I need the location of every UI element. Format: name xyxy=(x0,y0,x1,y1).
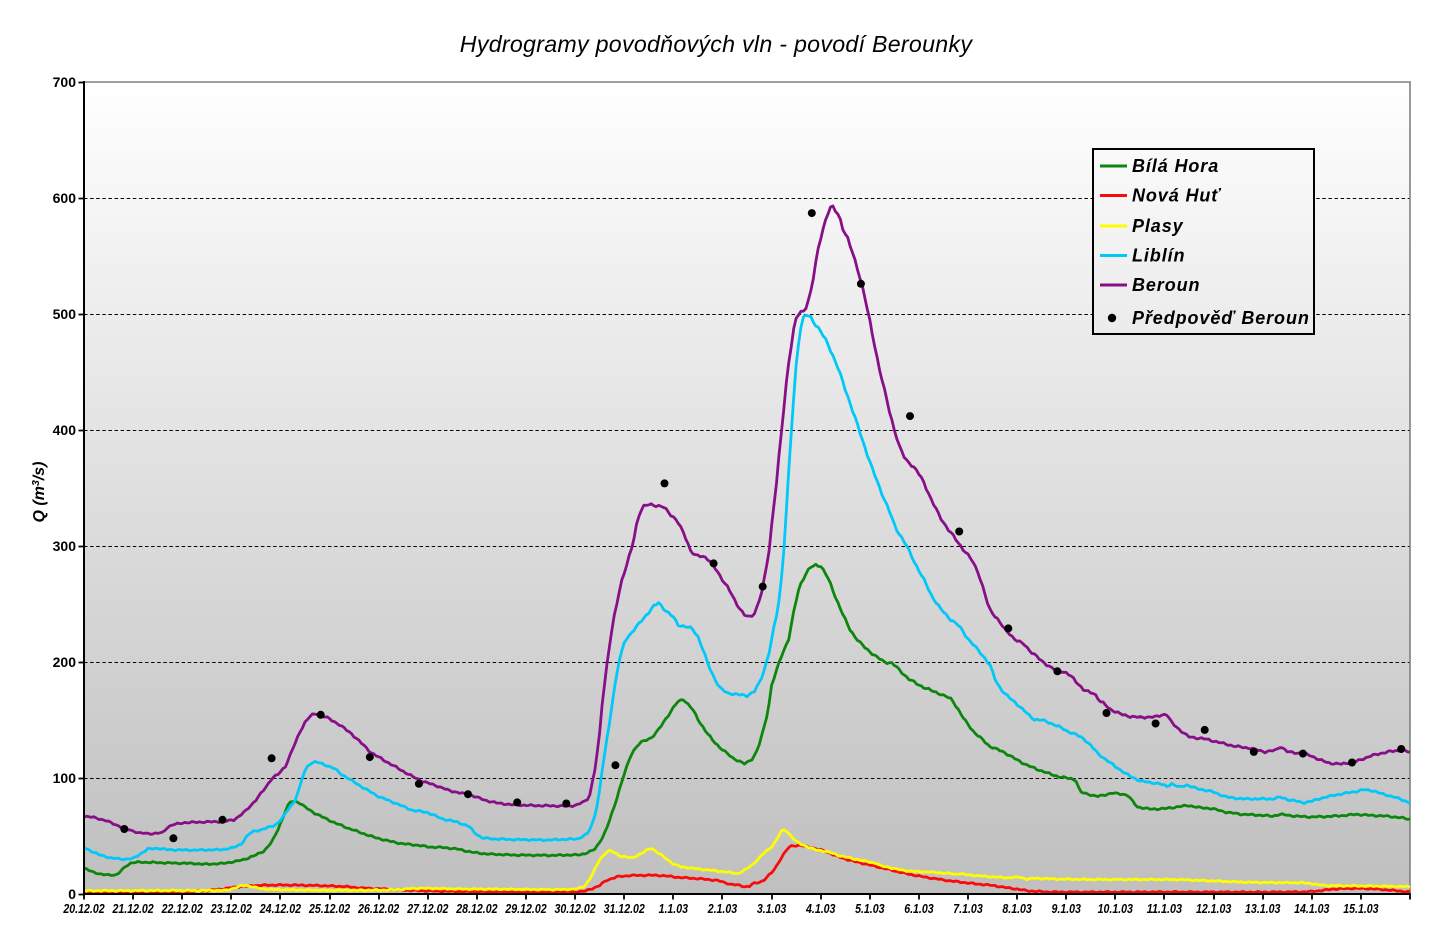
svg-text:8.1.03: 8.1.03 xyxy=(1002,901,1032,916)
svg-text:Q (m3/s): Q (m3/s) xyxy=(30,462,48,523)
svg-text:7.1.03: 7.1.03 xyxy=(953,901,983,916)
svg-text:700: 700 xyxy=(53,74,77,90)
svg-text:200: 200 xyxy=(53,654,77,670)
svg-text:Hydrogramy povodňových vln - p: Hydrogramy povodňových vln - povodí Bero… xyxy=(460,31,974,57)
svg-text:600: 600 xyxy=(53,190,77,206)
svg-text:14.1.03: 14.1.03 xyxy=(1294,901,1330,916)
svg-text:2.1.03: 2.1.03 xyxy=(707,901,738,916)
svg-text:29.12.02: 29.12.02 xyxy=(505,901,548,916)
svg-text:10.1.03: 10.1.03 xyxy=(1098,901,1134,916)
svg-text:26.12.02: 26.12.02 xyxy=(357,901,400,916)
svg-text:500: 500 xyxy=(53,306,77,322)
svg-text:31.12.02: 31.12.02 xyxy=(604,901,646,916)
svg-text:1.1.03: 1.1.03 xyxy=(659,901,689,916)
svg-text:23.12.02: 23.12.02 xyxy=(210,901,253,916)
svg-text:0: 0 xyxy=(68,886,76,902)
svg-text:27.12.02: 27.12.02 xyxy=(406,901,449,916)
svg-text:5.1.03: 5.1.03 xyxy=(855,901,885,916)
svg-text:22.12.02: 22.12.02 xyxy=(161,901,204,916)
svg-text:9.1.03: 9.1.03 xyxy=(1052,901,1082,916)
svg-text:21.12.02: 21.12.02 xyxy=(112,901,155,916)
svg-text:Plasy: Plasy xyxy=(1132,216,1184,236)
svg-text:Bílá Hora: Bílá Hora xyxy=(1132,156,1219,176)
svg-text:20.12.02: 20.12.02 xyxy=(63,901,106,916)
svg-text:11.1.03: 11.1.03 xyxy=(1147,901,1183,916)
svg-text:Liblín: Liblín xyxy=(1132,246,1185,266)
svg-text:12.1.03: 12.1.03 xyxy=(1196,901,1232,916)
svg-text:100: 100 xyxy=(53,770,77,786)
svg-text:25.12.02: 25.12.02 xyxy=(308,901,351,916)
svg-text:Předpověď Beroun: Předpověď Beroun xyxy=(1132,308,1310,328)
svg-text:24.12.02: 24.12.02 xyxy=(259,901,302,916)
svg-text:Nová Huť: Nová Huť xyxy=(1132,186,1221,206)
svg-text:4.1.03: 4.1.03 xyxy=(805,901,836,916)
svg-text:30.12.02: 30.12.02 xyxy=(555,901,597,916)
svg-text:15.1.03: 15.1.03 xyxy=(1343,901,1379,916)
svg-text:400: 400 xyxy=(53,422,77,438)
svg-text:300: 300 xyxy=(53,538,77,554)
svg-text:Beroun: Beroun xyxy=(1132,275,1200,295)
svg-text:28.12.02: 28.12.02 xyxy=(455,901,498,916)
svg-text:13.1.03: 13.1.03 xyxy=(1245,901,1281,916)
svg-text:6.1.03: 6.1.03 xyxy=(904,901,934,916)
svg-text:3.1.03: 3.1.03 xyxy=(757,901,787,916)
